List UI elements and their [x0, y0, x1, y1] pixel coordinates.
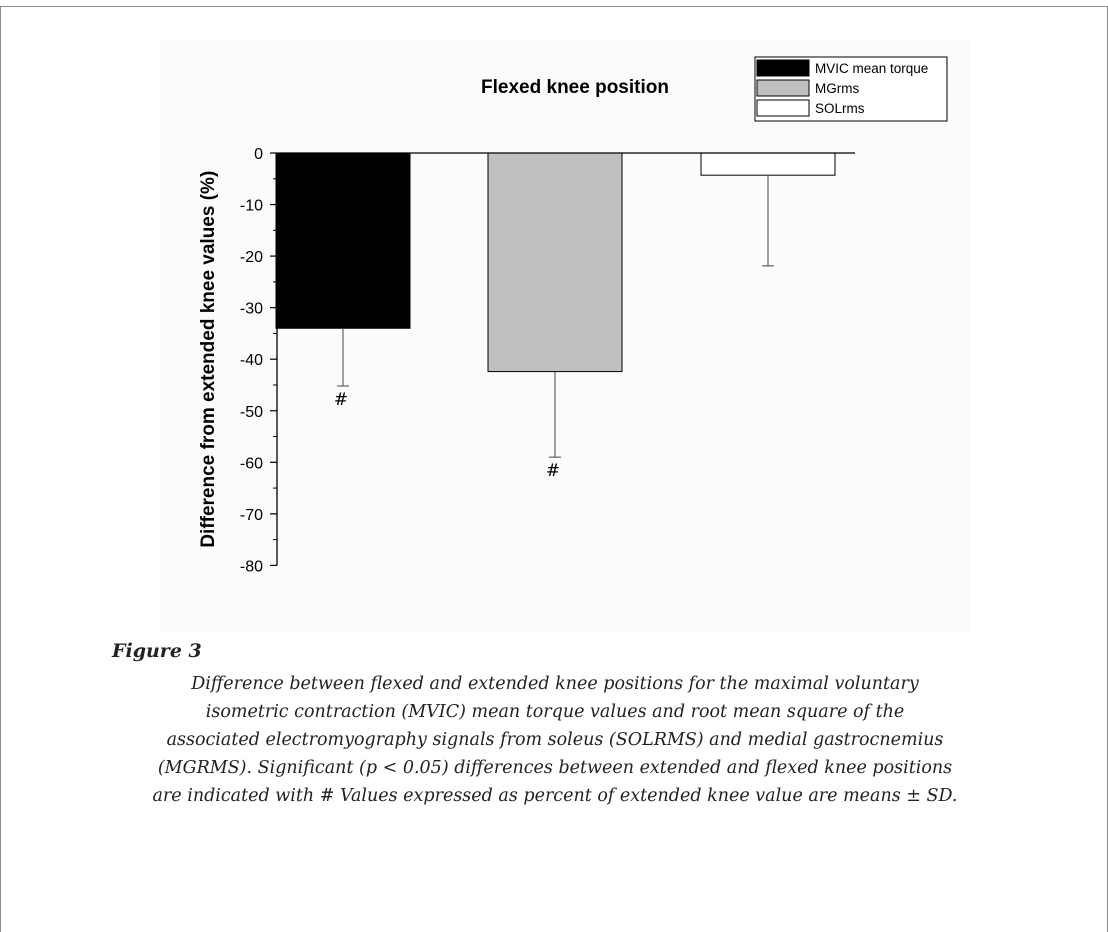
- caption-line: associated electromyography signals from…: [166, 730, 944, 750]
- y-tick-label: -40: [240, 352, 263, 369]
- significance-marker: #: [546, 461, 560, 481]
- y-tick-label: -20: [240, 249, 263, 266]
- y-tick-label: -60: [240, 455, 263, 472]
- y-tick-label: -30: [240, 301, 263, 318]
- caption-line: isometric contraction (MVIC) mean torque…: [205, 702, 905, 722]
- significance-marker: #: [334, 390, 348, 410]
- legend-label: MVIC mean torque: [815, 61, 928, 76]
- legend-label: MGrms: [815, 81, 859, 96]
- bar: [700, 152, 836, 176]
- y-tick-label: -70: [240, 507, 263, 524]
- caption-line: Difference between flexed and extended k…: [191, 674, 919, 694]
- bar: [487, 152, 623, 373]
- chart-panel: Flexed knee position Difference from exte…: [160, 40, 970, 632]
- y-tick-label: -50: [240, 404, 263, 421]
- bar: [275, 152, 411, 329]
- legend-swatch: [756, 59, 810, 77]
- figure-label: Figure 3: [112, 640, 202, 662]
- chart-title: Flexed knee position: [481, 77, 669, 98]
- legend-swatch: [756, 99, 810, 117]
- bar-chart: Flexed knee position Difference from exte…: [198, 56, 948, 575]
- y-axis-label: Difference from extended knee values (%): [198, 171, 219, 548]
- legend-swatch: [756, 79, 810, 97]
- y-tick-label: -10: [240, 198, 263, 215]
- y-tick-label: -80: [240, 558, 263, 575]
- caption-line: (MGRMS). Significant (p < 0.05) differen…: [157, 758, 953, 778]
- legend-label: SOLrms: [815, 101, 865, 116]
- y-tick-label: 0: [254, 146, 263, 163]
- figure-caption: Difference between flexed and extended k…: [90, 670, 1020, 810]
- caption-line: are indicated with # Values expressed as…: [152, 786, 958, 806]
